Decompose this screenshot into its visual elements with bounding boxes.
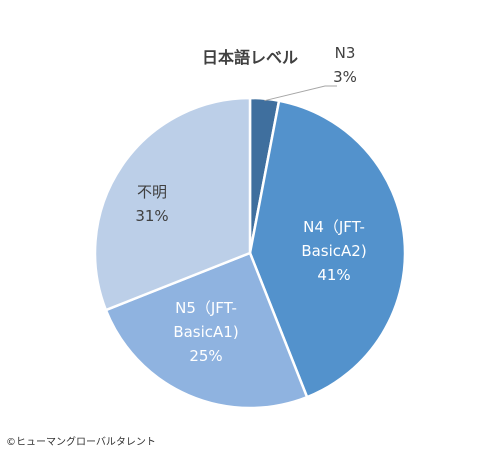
slice-label-2: N5（JFT- BasicA1) 25% xyxy=(173,299,238,365)
pie-slice-2 xyxy=(104,251,309,410)
slice-percent-2: 25% xyxy=(189,347,222,365)
slice-name-2-1: BasicA1) xyxy=(173,323,238,341)
slice-label-3: 不明 31% xyxy=(135,183,168,225)
slice-percent-0: 3% xyxy=(333,68,357,86)
slice-name-0-0: N3 xyxy=(335,44,356,62)
slice-label-0: N3 3% xyxy=(333,44,357,86)
slice-name-2-0: N5（JFT- xyxy=(175,299,237,317)
chart-title: 日本語レベル xyxy=(201,48,298,67)
slice-name-1-1: BasicA2) xyxy=(301,242,366,260)
leader-line-0 xyxy=(264,85,337,102)
slice-name-1-0: N4（JFT- xyxy=(303,218,365,236)
slice-percent-1: 41% xyxy=(317,266,350,284)
slice-percent-3: 31% xyxy=(135,207,168,225)
pie-slice-1 xyxy=(248,99,407,399)
pie-slice-3 xyxy=(93,96,252,312)
slice-label-1: N4（JFT- BasicA2) 41% xyxy=(301,218,366,284)
slice-name-3-0: 不明 xyxy=(137,183,167,201)
copyright-notice: ©ヒューマングローバルタレント xyxy=(6,437,156,448)
